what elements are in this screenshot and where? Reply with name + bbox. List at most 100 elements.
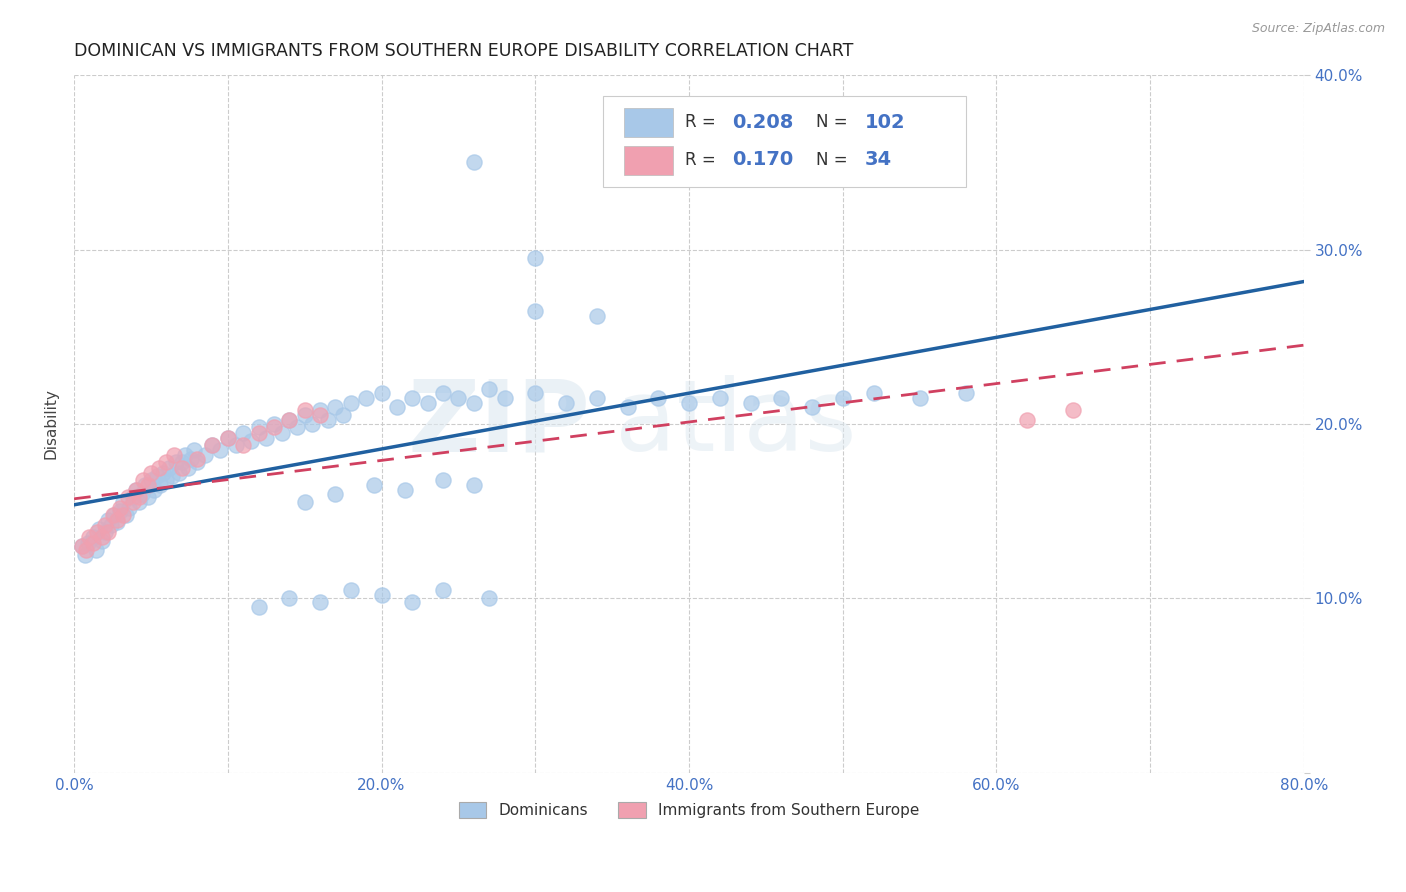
- Point: [118, 500, 141, 515]
- Point: [105, 513, 128, 527]
- Text: R =: R =: [685, 151, 721, 169]
- Point: [1017, 413, 1039, 427]
- Point: [432, 582, 454, 597]
- Text: R =: R =: [685, 113, 721, 131]
- Point: [194, 448, 217, 462]
- Point: [555, 396, 578, 410]
- Point: [162, 469, 184, 483]
- Point: [247, 420, 270, 434]
- Point: [585, 391, 607, 405]
- Point: [270, 425, 292, 440]
- Point: [70, 539, 93, 553]
- Point: [155, 455, 177, 469]
- Point: [285, 420, 308, 434]
- Point: [225, 438, 247, 452]
- Point: [136, 478, 159, 492]
- Point: [316, 413, 339, 427]
- Point: [108, 500, 131, 515]
- Point: [103, 508, 125, 522]
- Point: [82, 530, 104, 544]
- Point: [143, 483, 166, 498]
- Point: [354, 391, 377, 405]
- Point: [167, 466, 190, 480]
- Point: [394, 483, 416, 498]
- Point: [170, 455, 193, 469]
- Point: [340, 582, 363, 597]
- Point: [183, 443, 205, 458]
- Point: [209, 443, 232, 458]
- Point: [97, 513, 120, 527]
- Point: [101, 508, 124, 522]
- Point: [278, 413, 301, 427]
- Point: [332, 409, 354, 423]
- Point: [163, 448, 186, 462]
- Point: [70, 539, 93, 553]
- Point: [1062, 403, 1084, 417]
- Legend: Dominicans, Immigrants from Southern Europe: Dominicans, Immigrants from Southern Eur…: [453, 797, 925, 824]
- Point: [524, 385, 547, 400]
- Point: [136, 490, 159, 504]
- Point: [155, 473, 177, 487]
- Text: N =: N =: [815, 151, 852, 169]
- Point: [294, 409, 316, 423]
- Point: [232, 425, 254, 440]
- Point: [401, 391, 423, 405]
- Point: [463, 478, 485, 492]
- Text: atlas: atlas: [616, 376, 856, 473]
- Point: [177, 460, 200, 475]
- Point: [86, 525, 108, 540]
- Point: [108, 504, 131, 518]
- Point: [801, 400, 824, 414]
- Point: [432, 385, 454, 400]
- Point: [148, 460, 170, 475]
- Point: [112, 508, 135, 522]
- Point: [217, 431, 239, 445]
- Point: [955, 385, 977, 400]
- Point: [370, 385, 392, 400]
- Point: [740, 396, 762, 410]
- Text: 0.170: 0.170: [733, 151, 793, 169]
- Point: [254, 431, 277, 445]
- Point: [139, 473, 162, 487]
- Point: [416, 396, 439, 410]
- Point: [908, 391, 931, 405]
- Point: [170, 460, 193, 475]
- Point: [75, 542, 97, 557]
- Point: [831, 391, 853, 405]
- Point: [139, 466, 162, 480]
- Point: [157, 460, 180, 475]
- Point: [447, 391, 470, 405]
- Point: [862, 385, 884, 400]
- Point: [478, 382, 501, 396]
- Point: [309, 403, 332, 417]
- Point: [263, 417, 285, 431]
- Point: [94, 518, 117, 533]
- Point: [100, 518, 122, 533]
- Point: [370, 588, 392, 602]
- Point: [301, 417, 323, 431]
- Point: [585, 309, 607, 323]
- Point: [124, 483, 146, 498]
- Point: [82, 535, 104, 549]
- Point: [180, 451, 202, 466]
- Point: [647, 391, 669, 405]
- Point: [616, 400, 638, 414]
- Point: [165, 455, 187, 469]
- Point: [325, 487, 347, 501]
- FancyBboxPatch shape: [624, 145, 673, 175]
- Point: [278, 413, 301, 427]
- Point: [152, 466, 174, 480]
- Point: [73, 548, 96, 562]
- Point: [340, 396, 363, 410]
- Point: [87, 522, 110, 536]
- Point: [115, 508, 138, 522]
- Point: [201, 438, 224, 452]
- Point: [112, 495, 135, 509]
- Y-axis label: Disability: Disability: [44, 389, 58, 459]
- Text: DOMINICAN VS IMMIGRANTS FROM SOUTHERN EUROPE DISABILITY CORRELATION CHART: DOMINICAN VS IMMIGRANTS FROM SOUTHERN EU…: [75, 42, 853, 60]
- Point: [478, 591, 501, 606]
- Point: [524, 252, 547, 266]
- Text: ZIP: ZIP: [408, 376, 591, 473]
- Point: [105, 515, 128, 529]
- Point: [121, 495, 143, 509]
